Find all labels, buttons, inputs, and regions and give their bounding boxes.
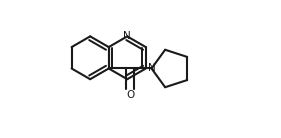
Text: N: N — [148, 63, 155, 74]
Text: O: O — [126, 91, 134, 100]
Text: N: N — [123, 31, 131, 41]
